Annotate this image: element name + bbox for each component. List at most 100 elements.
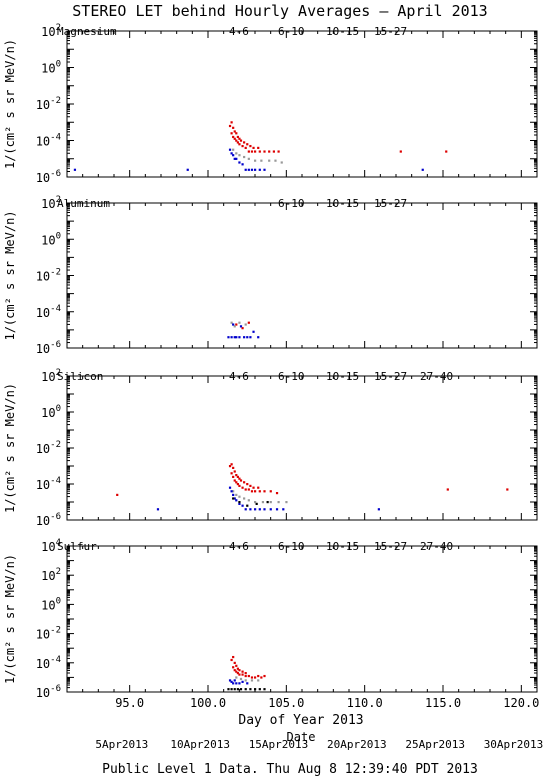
- data-point-15-27: [246, 682, 249, 685]
- data-point-15-27: [230, 336, 233, 339]
- data-point-4-6: [249, 144, 252, 148]
- y-tick-mantissa: 10: [36, 98, 50, 112]
- data-point-10-15: [268, 159, 271, 162]
- data-point-6-10: [399, 150, 402, 153]
- y-tick-exponent: 4: [56, 538, 61, 548]
- data-point-4-6: [243, 481, 246, 484]
- data-point-6-10: [116, 493, 119, 496]
- data-point-6-10: [269, 490, 272, 493]
- data-point-27-40: [246, 504, 249, 507]
- data-point-15-27: [232, 493, 235, 496]
- data-point-10-15: [285, 501, 288, 504]
- data-point-6-10: [250, 490, 254, 493]
- y-tick-label: 10-4: [36, 476, 61, 492]
- legend-10-15: 10-15: [326, 197, 359, 210]
- data-point-15-27: [230, 680, 233, 683]
- date-tick-label: 10Apr2013: [170, 738, 230, 751]
- data-point-15-27: [232, 154, 235, 157]
- data-point-6-10: [263, 490, 266, 493]
- y-tick-label: 10-6: [36, 340, 61, 356]
- data-point-6-10: [235, 670, 238, 673]
- data-point-10-15: [280, 161, 283, 164]
- data-point-15-27: [263, 508, 266, 511]
- date-tick-label: 5Apr2013: [95, 738, 148, 751]
- y-tick-label: 102: [41, 195, 61, 211]
- y-tick-mantissa: 10: [36, 171, 50, 185]
- legend-27-40: 27-40: [420, 540, 453, 553]
- data-point-4-6: [249, 484, 252, 487]
- y-tick-mantissa: 10: [41, 598, 55, 612]
- data-point-4-6: [232, 466, 235, 469]
- data-point-27-40: [233, 688, 236, 691]
- data-point-6-10: [506, 488, 509, 491]
- data-point-15-27: [246, 336, 249, 339]
- y-tick-exponent: -6: [50, 340, 61, 350]
- data-point-27-40: [263, 688, 266, 691]
- data-point-15-27: [258, 508, 261, 511]
- data-point-15-27: [241, 680, 244, 683]
- y-axis-label: 1/(cm² s sr MeV/n): [3, 554, 17, 684]
- data-point-4-6: [246, 483, 249, 486]
- data-point-6-10: [272, 150, 275, 153]
- data-point-15-27: [421, 168, 424, 171]
- y-tick-exponent: 0: [56, 596, 61, 606]
- data-point-10-15: [243, 497, 246, 500]
- data-point-15-27: [235, 157, 238, 160]
- y-tick-exponent: 2: [56, 195, 61, 205]
- data-point-6-10: [238, 673, 241, 676]
- data-point-15-27: [282, 508, 285, 511]
- plot-frame: [66, 375, 538, 521]
- data-point-15-27: [230, 490, 233, 493]
- data-point-15-27: [156, 508, 160, 511]
- data-point-6-10: [244, 146, 247, 149]
- y-tick-mantissa: 10: [36, 628, 50, 642]
- legend-6-10: 6-10: [278, 370, 305, 383]
- data-point-15-27: [244, 168, 247, 171]
- data-point-15-27: [238, 502, 241, 505]
- data-point-10-15: [247, 499, 250, 502]
- y-tick-label: 10-4: [36, 133, 61, 149]
- data-point-15-27: [228, 486, 232, 489]
- data-point-6-10: [247, 674, 250, 678]
- y-tick-exponent: -2: [50, 626, 61, 636]
- date-tick-label: 30Apr2013: [484, 738, 544, 751]
- data-point-6-10: [445, 150, 448, 153]
- y-tick-mantissa: 10: [36, 135, 50, 149]
- data-point-6-10: [268, 150, 271, 153]
- date-tick-label: 20Apr2013: [327, 738, 387, 751]
- data-point-10-15: [247, 157, 250, 160]
- data-point-4-6: [232, 126, 235, 129]
- data-point-6-10: [238, 143, 241, 146]
- data-point-6-10: [254, 150, 257, 153]
- y-tick-exponent: -2: [50, 96, 61, 106]
- data-point-6-10: [233, 669, 236, 672]
- data-point-6-10: [258, 150, 261, 153]
- data-point-4-6: [233, 130, 236, 133]
- y-tick-label: 102: [41, 368, 61, 384]
- element-label: Silicon: [57, 370, 103, 383]
- date-axis-label: Date: [287, 730, 316, 744]
- y-tick-mantissa: 10: [41, 233, 55, 247]
- data-point-15-27: [257, 336, 260, 339]
- data-point-6-10: [244, 488, 247, 491]
- data-point-15-27: [228, 148, 232, 151]
- data-point-15-27: [235, 499, 238, 502]
- y-tick-exponent: 2: [56, 368, 61, 378]
- x-tick-label: 105.0: [268, 696, 304, 710]
- legend-4-6: 4-6: [229, 540, 249, 553]
- data-point-15-27: [258, 168, 261, 171]
- data-point-10-15: [235, 676, 238, 679]
- data-point-15-27: [241, 504, 244, 507]
- data-point-4-6: [236, 135, 239, 139]
- data-point-6-10: [247, 488, 250, 491]
- y-tick-mantissa: 10: [41, 540, 55, 554]
- data-point-4-6: [241, 670, 244, 673]
- y-tick-exponent: 0: [56, 404, 61, 414]
- data-point-10-15: [243, 155, 246, 159]
- data-point-15-27: [238, 682, 241, 685]
